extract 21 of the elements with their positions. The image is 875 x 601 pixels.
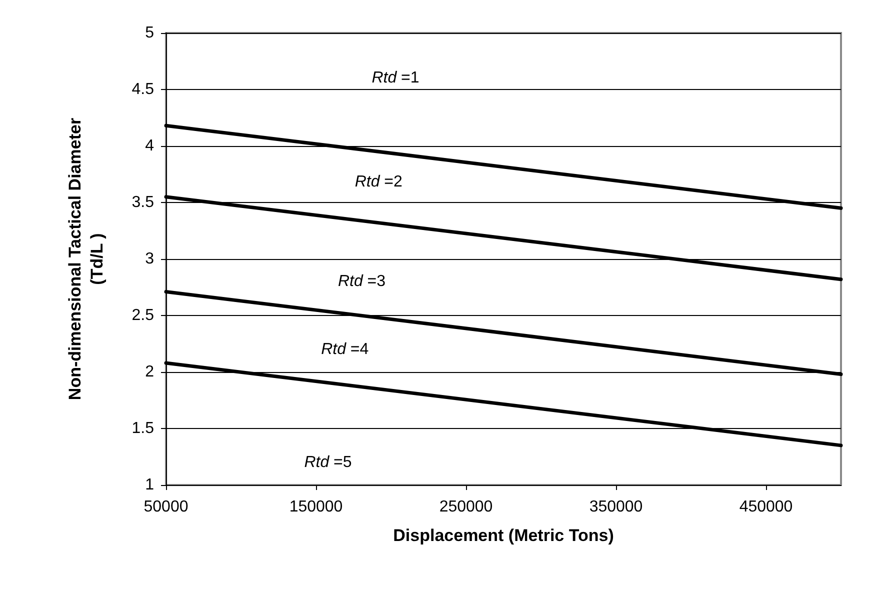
y-tick-label: 4 <box>145 138 154 154</box>
x-tick-label: 150000 <box>289 498 343 516</box>
annotation: Rtd =5 <box>304 454 352 471</box>
y-tick-label: 2.5 <box>132 307 154 324</box>
x-tick-label: 450000 <box>739 498 793 516</box>
x-tick-label: 50000 <box>144 498 188 516</box>
x-axis-title: Displacement (Metric Tons) <box>393 526 614 545</box>
annotation: Rtd =2 <box>354 174 403 191</box>
annotation: Rtd =3 <box>338 273 386 290</box>
y-tick-label: 1.5 <box>132 420 154 437</box>
y-tick-label: 5 <box>145 24 154 42</box>
x-tick-label: 250000 <box>439 498 493 516</box>
y-tick-label: 3.5 <box>132 194 154 211</box>
y-tick-label: 2 <box>145 364 154 380</box>
annotation: Rtd =1 <box>372 70 420 87</box>
y-tick-label: 3 <box>145 250 154 268</box>
y-tick-label: 4.5 <box>132 81 154 98</box>
y-tick-label: 1 <box>145 476 154 494</box>
annotation: Rtd =4 <box>321 340 369 358</box>
x-tick-label: 350000 <box>589 498 643 516</box>
y-axis-title: Non-dimensional Tactical Diameter (Td/L ) <box>66 118 106 400</box>
